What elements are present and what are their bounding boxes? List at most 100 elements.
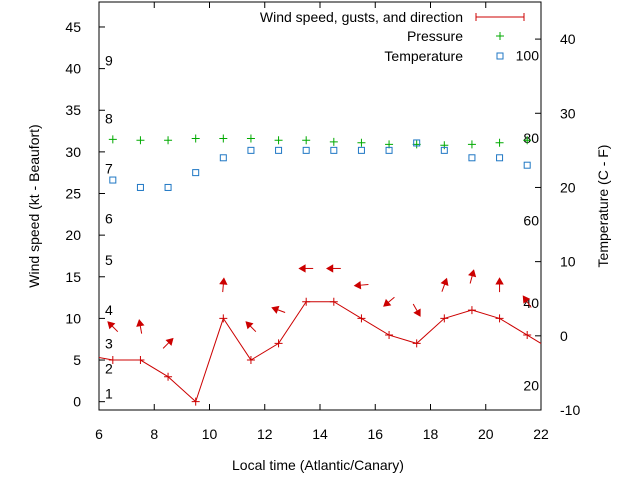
temperature-point xyxy=(330,146,338,154)
wind-direction-arrow xyxy=(522,295,532,308)
temperature-point xyxy=(192,169,200,177)
temperature-point xyxy=(385,146,393,154)
wind-direction-arrow xyxy=(468,269,477,284)
beaufort-label: 8 xyxy=(105,111,113,127)
beaufort-label: 4 xyxy=(105,302,113,318)
wind-direction-arrow xyxy=(298,264,314,273)
legend-label-pressure: Pressure xyxy=(407,28,463,44)
pressure-point xyxy=(302,136,311,145)
fahrenheit-label: 60 xyxy=(523,212,539,228)
beaufort-label: 1 xyxy=(105,385,113,401)
y-left-tick-label: 25 xyxy=(65,186,81,202)
axis-ticks xyxy=(98,2,542,411)
pressure-point xyxy=(329,137,338,146)
temperature-point xyxy=(247,146,255,154)
wind-speed-point xyxy=(246,356,255,365)
temperature-point xyxy=(275,146,283,154)
y-left-axis-label: Wind speed (kt - Beaufort) xyxy=(26,124,42,287)
x-tick-label: 6 xyxy=(95,426,103,442)
y-left-tick-labels: 0 5 10 15 20 25 30 35 40 45 xyxy=(65,19,81,410)
wind-direction-arrow xyxy=(326,264,341,273)
y-left-tick-label: 5 xyxy=(73,352,81,368)
fahrenheit-label: 20 xyxy=(523,377,539,393)
y-left-tick-label: 40 xyxy=(65,61,81,77)
temperature-point xyxy=(136,183,144,191)
wind-speed-point xyxy=(329,297,338,306)
x-tick-label: 14 xyxy=(312,426,328,442)
y-left-tick-label: 10 xyxy=(65,310,81,326)
legend-swatch-pressure xyxy=(496,32,504,40)
pressure-point xyxy=(219,134,228,143)
x-tick-label: 22 xyxy=(533,426,549,442)
wind-speed-point xyxy=(412,339,421,348)
wind-direction-arrow xyxy=(162,337,174,349)
pressure-point xyxy=(164,136,173,145)
fahrenheit-label: 100 xyxy=(516,48,540,64)
beaufort-label: 5 xyxy=(105,252,113,268)
wind-speed-point xyxy=(523,331,532,340)
y-right-tick-labels: -10 0 10 20 30 40 xyxy=(560,31,580,418)
wind-direction-arrow xyxy=(440,277,449,292)
legend-label-temperature: Temperature xyxy=(384,48,463,64)
y-right-tick-label: 10 xyxy=(560,254,576,270)
temperature-series xyxy=(109,139,531,191)
y-right-tick-label: 0 xyxy=(560,328,568,344)
pressure-point xyxy=(191,134,200,143)
y-right-tick-label: 40 xyxy=(560,31,576,47)
temperature-point xyxy=(109,176,117,184)
temperature-point xyxy=(496,154,504,162)
wind-speed-point xyxy=(302,297,311,306)
pressure-point xyxy=(274,136,283,145)
wind-direction-series xyxy=(107,264,532,349)
plot-frame xyxy=(98,1,542,411)
y-left-tick-label: 15 xyxy=(65,269,81,285)
pressure-point xyxy=(246,134,255,143)
wind-speed-point xyxy=(136,356,145,365)
temperature-point xyxy=(219,154,227,162)
wind-speed-point xyxy=(191,397,200,406)
wind-direction-arrow xyxy=(353,280,369,290)
wind-speed-point xyxy=(385,331,394,340)
y-left-tick-label: 0 xyxy=(73,394,81,410)
wind-direction-arrow xyxy=(495,277,504,293)
wind-direction-arrow xyxy=(383,296,395,307)
wind-direction-arrow xyxy=(245,321,257,333)
pressure-point xyxy=(495,138,504,147)
temperature-point xyxy=(357,146,365,154)
legend-label-wind: Wind speed, gusts, and direction xyxy=(260,9,463,25)
beaufort-label: 6 xyxy=(105,210,113,226)
temperature-point xyxy=(413,139,421,147)
x-tick-label: 16 xyxy=(367,426,383,442)
wind-speed-point xyxy=(108,356,117,365)
wind-speed-series xyxy=(98,297,542,406)
beaufort-label: 9 xyxy=(105,52,113,68)
temperature-point xyxy=(164,183,172,191)
x-tick-label: 20 xyxy=(478,426,494,442)
legend-swatch-wind xyxy=(475,13,525,21)
wind-speed-point xyxy=(219,314,228,323)
pressure-point xyxy=(523,136,532,145)
temperature-point xyxy=(523,161,531,169)
pressure-point xyxy=(440,141,449,150)
y-left-tick-label: 20 xyxy=(65,227,81,243)
wind-direction-arrow xyxy=(271,305,286,314)
wind-direction-arrow xyxy=(136,319,145,334)
y-left-tick-label: 30 xyxy=(65,144,81,160)
wind-speed-point xyxy=(164,372,173,381)
wind-direction-arrow xyxy=(219,277,228,293)
pressure-series xyxy=(108,134,532,150)
y-right-tick-label: 30 xyxy=(560,105,576,121)
wind-speed-point xyxy=(495,314,504,323)
y-left-tick-label: 45 xyxy=(65,19,81,35)
x-tick-label: 10 xyxy=(202,426,218,442)
legend-swatch-temperature xyxy=(496,52,504,60)
pressure-point xyxy=(136,136,145,145)
y-right-tick-label: 20 xyxy=(560,179,576,195)
beaufort-label: 2 xyxy=(105,360,113,376)
fahrenheit-label: 80 xyxy=(523,130,539,146)
wind-direction-arrow xyxy=(412,303,421,317)
wind-speed-line xyxy=(98,301,542,403)
wind-speed-point xyxy=(440,314,449,323)
